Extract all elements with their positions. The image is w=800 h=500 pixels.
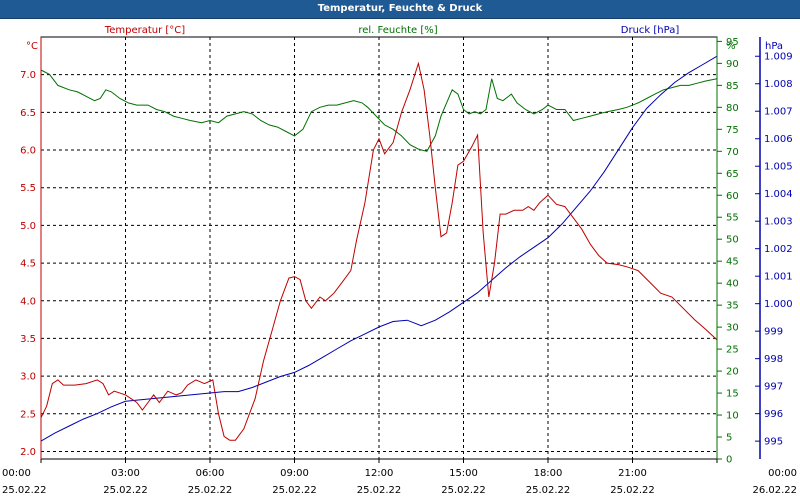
temperature-tick-label: 4.0 [20, 296, 36, 307]
temperature-tick-label: 6.0 [20, 146, 36, 157]
x-tick-date: 25.02.22 [272, 485, 317, 496]
x-tick-date: 25.02.22 [103, 485, 148, 496]
humidity-tick-label: 65 [726, 169, 739, 180]
x-tick-time: 00:00 [768, 468, 797, 479]
temperature-tick-label: 6.5 [20, 108, 36, 119]
pressure-tick-label: 1.001 [764, 272, 793, 283]
temperature-tick-label: 2.5 [20, 409, 36, 420]
humidity-tick-label: 15 [726, 389, 739, 400]
humidity-tick-label: 60 [726, 191, 739, 202]
humidity-tick-label: 40 [726, 279, 739, 290]
temperature-unit-label: °C [26, 41, 38, 52]
pressure-tick-label: 1.006 [764, 134, 793, 145]
temperature-tick-label: 5.5 [20, 183, 36, 194]
temperature-tick-label: 3.0 [20, 372, 36, 383]
pressure-tick-label: 997 [764, 382, 783, 393]
series-layer [40, 55, 718, 442]
chart-title: Temperatur, Feuchte & Druck [317, 3, 483, 14]
pressure-tick-label: 995 [764, 437, 783, 448]
temperature-tick-label: 2.0 [20, 447, 36, 458]
pressure-tick-label: 998 [764, 354, 783, 365]
pressure-tick-label: 1.000 [764, 299, 793, 310]
humidity-tick-label: 35 [726, 301, 739, 312]
grid-lines [40, 36, 718, 463]
tick-labels: 00:00 25.02.22 03:00 25.02.22 06:00 25.02.22 0… [2, 37, 797, 496]
x-tick-time: 21:00 [618, 468, 647, 479]
x-tick-time: 18:00 [534, 468, 563, 479]
x-tick-date: 25.02.22 [357, 485, 402, 496]
humidity-tick-label: 50 [726, 235, 739, 246]
humidity-tick-label: 0 [726, 455, 732, 466]
temperature-axis-label: Temperatur [°C] [104, 25, 185, 36]
temperature-tick-label: 5.0 [20, 221, 36, 232]
pressure-series-line [40, 55, 718, 442]
humidity-tick-label: 10 [726, 411, 739, 422]
x-tick-date: 25.02.22 [2, 485, 47, 496]
axis-legends: °C Temperatur [°C] rel. Feuchte [%] Druck [… [26, 25, 783, 52]
x-tick-time: 09:00 [280, 468, 309, 479]
x-tick-time: 03:00 [111, 468, 140, 479]
pressure-unit-label: hPa [765, 41, 783, 52]
humidity-tick-label: 80 [726, 103, 739, 114]
pressure-axis-label: Druck [hPa] [621, 25, 680, 36]
humidity-series-line [40, 69, 718, 152]
humidity-axis-label: rel. Feuchte [%] [358, 25, 437, 36]
humidity-tick-label: 45 [726, 257, 739, 268]
pressure-tick-label: 996 [764, 409, 783, 420]
humidity-tick-label: 75 [726, 125, 739, 136]
temperature-tick-label: 3.5 [20, 334, 36, 345]
x-tick-date: 25.02.22 [441, 485, 486, 496]
temperature-tick-label: 7.0 [20, 70, 36, 81]
x-tick-date: 26.02.22 [752, 485, 797, 496]
humidity-tick-label: 30 [726, 323, 739, 334]
humidity-tick-label: 55 [726, 213, 739, 224]
humidity-tick-label: 70 [726, 147, 739, 158]
x-tick-date: 25.02.22 [188, 485, 233, 496]
humidity-tick-label: 90 [726, 59, 739, 70]
pressure-tick-label: 1.004 [764, 189, 793, 200]
pressure-tick-label: 1.002 [764, 244, 793, 255]
x-tick-date: 25.02.22 [610, 485, 655, 496]
humidity-unit-label: % [726, 41, 736, 52]
axis-lines [40, 37, 761, 460]
pressure-tick-label: 1.005 [764, 162, 793, 173]
pressure-tick-label: 1.008 [764, 79, 793, 90]
x-tick-time: 00:00 [2, 468, 31, 479]
humidity-tick-label: 25 [726, 345, 739, 356]
pressure-tick-label: 1.009 [764, 52, 793, 63]
humidity-tick-label: 95 [726, 37, 739, 48]
x-tick-time: 12:00 [365, 468, 394, 479]
x-tick-time: 15:00 [449, 468, 478, 479]
x-tick-time: 06:00 [196, 468, 225, 479]
humidity-tick-label: 20 [726, 367, 739, 378]
title-bar [0, 0, 800, 19]
humidity-tick-label: 5 [726, 433, 732, 444]
humidity-tick-label: 85 [726, 81, 739, 92]
pressure-tick-label: 1.003 [764, 217, 793, 228]
temperature-series-line [40, 61, 718, 441]
temperature-tick-label: 4.5 [20, 259, 36, 270]
pressure-tick-label: 1.007 [764, 107, 793, 118]
x-tick-date: 25.02.22 [526, 485, 571, 496]
pressure-tick-label: 999 [764, 327, 783, 338]
